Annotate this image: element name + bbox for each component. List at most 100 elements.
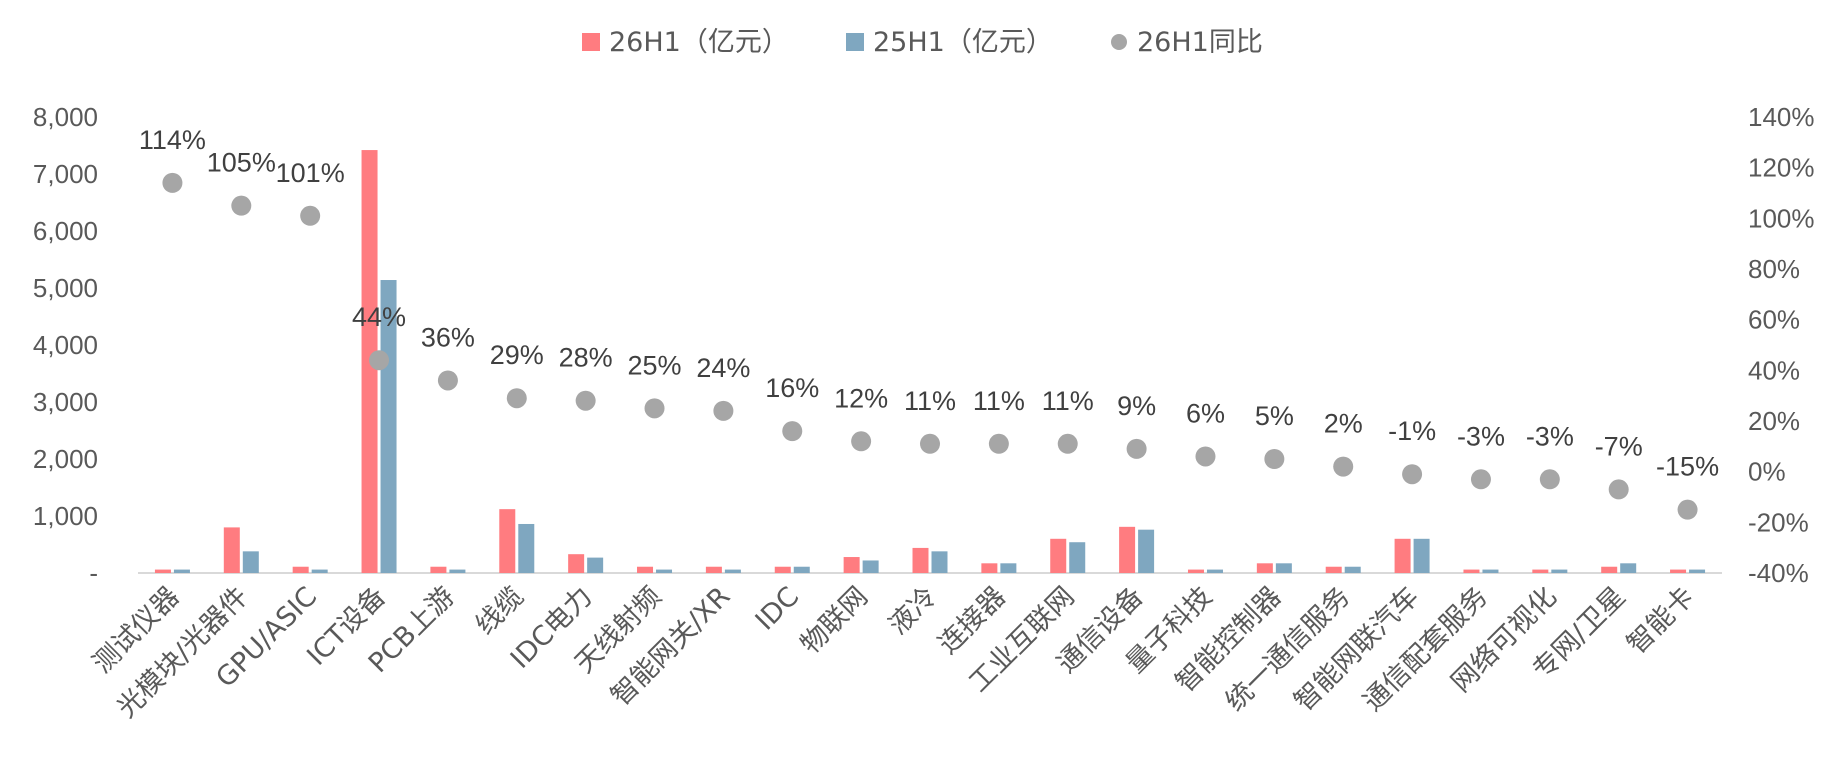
- yoy-data-label: -3%: [1526, 421, 1574, 451]
- category-label: 线缆: [470, 581, 530, 641]
- yoy-dot: [1126, 438, 1147, 459]
- left-tick-label: -: [89, 558, 98, 588]
- bar-25h1: [724, 569, 741, 573]
- yoy-data-label: -15%: [1656, 452, 1719, 482]
- legend-marker: [1111, 34, 1127, 50]
- yoy-data-label: 5%: [1255, 401, 1294, 431]
- bar-26h1: [430, 566, 447, 573]
- right-tick-label: -20%: [1748, 507, 1809, 537]
- bar-26h1: [637, 566, 654, 573]
- right-tick-label: 20%: [1748, 406, 1800, 436]
- right-tick-label: 140%: [1748, 102, 1815, 132]
- bar-25h1: [1138, 529, 1155, 573]
- right-tick-label: 60%: [1748, 305, 1800, 335]
- bar-26h1: [223, 527, 240, 573]
- right-tick-label: 120%: [1748, 153, 1815, 183]
- yoy-data-label: 25%: [627, 350, 681, 380]
- bar-25h1: [931, 551, 948, 573]
- bar-26h1: [1050, 538, 1067, 573]
- yoy-dot: [1470, 469, 1491, 490]
- yoy-data-label: 11%: [973, 386, 1025, 416]
- bar-26h1: [843, 557, 860, 573]
- yoy-data-label: 114%: [139, 125, 206, 155]
- yoy-dot: [575, 390, 596, 411]
- yoy-dot: [1677, 499, 1698, 520]
- bar-26h1: [292, 566, 309, 573]
- category-label: IDC: [750, 581, 806, 637]
- yoy-dot: [437, 370, 458, 391]
- left-tick-label: 7,000: [33, 159, 98, 189]
- left-tick-label: 1,000: [33, 501, 98, 531]
- yoy-data-labels: 114%105% 101% 44% 36% 29% 28% 25% 24% 16% 12% 11% 1…: [139, 125, 1719, 482]
- bar-25h1: [793, 566, 810, 573]
- right-y-axis: -40% -20% 0% 20% 40% 60% 80% 100% 120% 140%: [1748, 102, 1815, 588]
- category-label: 物联网: [795, 581, 874, 660]
- right-tick-label: 40%: [1748, 355, 1800, 385]
- bar-25h1: [1275, 563, 1292, 573]
- bar-25h1: [1206, 569, 1223, 573]
- yoy-dot: [782, 421, 803, 442]
- bar-26h1: [1601, 566, 1618, 573]
- bar-25h1: [656, 569, 673, 573]
- legend-label: 26H1（亿元）: [609, 27, 789, 58]
- bar-26h1: [1463, 569, 1480, 573]
- bar-26h1: [1256, 563, 1273, 573]
- bar-25h1: [242, 551, 259, 573]
- right-tick-label: 100%: [1748, 203, 1815, 233]
- bar-25h1: [311, 569, 328, 573]
- yoy-dot: [988, 433, 1009, 454]
- legend-item: 26H1同比: [1111, 27, 1263, 58]
- yoy-dot: [851, 431, 872, 452]
- bar-series: [154, 150, 1706, 573]
- yoy-data-label: 24%: [696, 353, 750, 383]
- yoy-dot: [1608, 479, 1629, 500]
- yoy-dot: [644, 398, 665, 419]
- yoy-dot-series: [162, 172, 1698, 520]
- yoy-dot: [1057, 433, 1078, 454]
- yoy-data-label: 6%: [1186, 398, 1225, 428]
- bar-26h1: [499, 509, 516, 573]
- bar-26h1: [1187, 569, 1204, 573]
- bar-26h1: [1670, 569, 1687, 573]
- bar-26h1: [1119, 526, 1136, 573]
- bar-25h1: [862, 560, 879, 573]
- bar-25h1: [173, 569, 190, 573]
- yoy-dot: [162, 172, 183, 193]
- left-tick-label: 8,000: [33, 102, 98, 132]
- bar-25h1: [1620, 563, 1637, 573]
- legend-label: 26H1同比: [1137, 27, 1263, 58]
- legend-swatch: [846, 33, 864, 51]
- yoy-data-label: -3%: [1457, 421, 1505, 451]
- bar-25h1: [1551, 569, 1568, 573]
- bar-25h1: [449, 569, 466, 573]
- right-tick-label: -40%: [1748, 558, 1809, 588]
- bar-26h1: [568, 554, 585, 573]
- bar-25h1: [1000, 563, 1017, 573]
- yoy-dot: [300, 205, 321, 226]
- yoy-dot: [369, 350, 390, 371]
- bar-25h1: [1689, 569, 1706, 573]
- yoy-data-label: 2%: [1324, 409, 1363, 439]
- yoy-data-label: 12%: [834, 383, 888, 413]
- bar-25h1: [1482, 569, 1499, 573]
- yoy-dot: [231, 195, 252, 216]
- legend-item: 26H1（亿元）: [582, 27, 789, 58]
- bar-25h1: [587, 557, 604, 573]
- yoy-dot: [1402, 464, 1423, 485]
- yoy-data-label: 11%: [1042, 386, 1094, 416]
- bar-25h1: [518, 523, 535, 573]
- yoy-data-label: 36%: [421, 322, 475, 352]
- left-tick-label: 2,000: [33, 444, 98, 474]
- bar-25h1: [1069, 542, 1086, 573]
- yoy-dot: [1539, 469, 1560, 490]
- category-label: 智能卡: [1621, 581, 1700, 660]
- yoy-dot: [920, 433, 940, 454]
- left-tick-label: 3,000: [33, 387, 98, 417]
- bar-26h1: [1532, 569, 1549, 573]
- left-tick-label: 4,000: [33, 330, 98, 360]
- bar-26h1: [154, 569, 171, 573]
- bar-26h1: [705, 566, 722, 573]
